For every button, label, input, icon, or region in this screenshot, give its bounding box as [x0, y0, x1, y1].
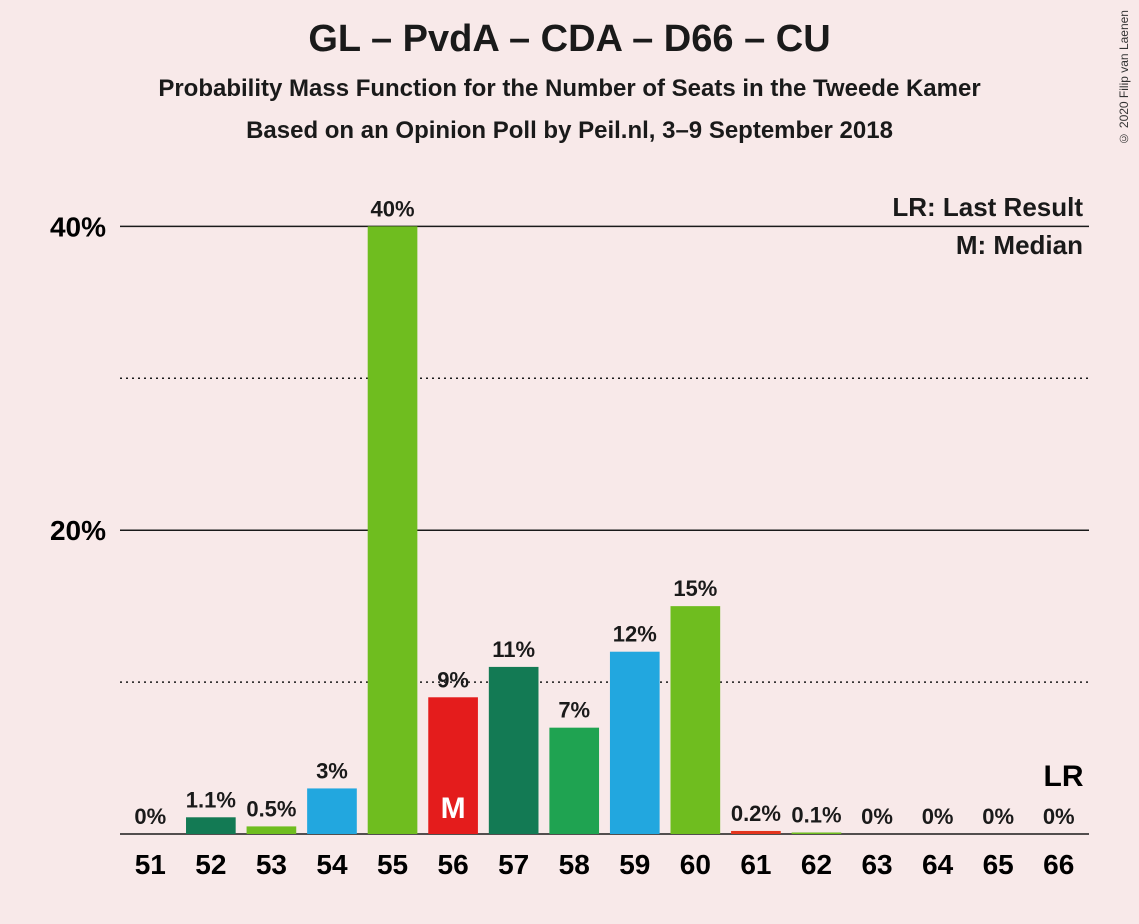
bar [549, 728, 599, 834]
legend-m: M: Median [956, 230, 1083, 260]
bar-value-label: 0% [134, 804, 166, 829]
bar-value-label: 11% [492, 637, 535, 662]
bar [186, 817, 236, 834]
bar [489, 667, 539, 834]
bar-value-label: 40% [371, 196, 415, 221]
bar-value-label: 15% [673, 576, 717, 601]
bar-value-label: 0% [982, 804, 1014, 829]
x-tick-label: 51 [135, 849, 166, 880]
y-tick-label: 40% [50, 211, 106, 242]
bar [731, 831, 781, 834]
x-tick-label: 62 [801, 849, 832, 880]
bar [307, 788, 357, 834]
x-tick-label: 56 [438, 849, 469, 880]
bar [792, 832, 842, 834]
x-tick-label: 60 [680, 849, 711, 880]
x-tick-label: 66 [1043, 849, 1074, 880]
bar [368, 226, 418, 834]
y-tick-label: 20% [50, 515, 106, 546]
last-result-marker: LR [1044, 760, 1084, 793]
x-tick-label: 57 [498, 849, 529, 880]
chart-area: 20% 40% LR: Last Result M: Median 0% 51 1.1% 52… [40, 180, 1109, 894]
bar-value-label: 3% [316, 758, 348, 783]
bar-value-label: 0% [1043, 804, 1075, 829]
bar-value-label: 0.2% [731, 801, 781, 826]
bar [610, 652, 660, 834]
x-tick-label: 52 [195, 849, 226, 880]
x-tick-label: 59 [619, 849, 650, 880]
bar-value-label: 9% [437, 667, 469, 692]
bar-chart: 20% 40% LR: Last Result M: Median 0% 51 1.1% 52… [40, 180, 1109, 894]
x-tick-label: 58 [559, 849, 590, 880]
bar-value-label: 0.1% [791, 802, 841, 827]
bar-value-label: 7% [558, 698, 590, 723]
bar [671, 606, 721, 834]
copyright-text: © 2020 Filip van Laenen [1117, 10, 1131, 145]
bar-value-label: 0% [922, 804, 954, 829]
x-tick-label: 53 [256, 849, 287, 880]
x-tick-label: 54 [316, 849, 348, 880]
median-marker: M [441, 792, 466, 825]
x-tick-label: 65 [983, 849, 1014, 880]
chart-title: GL – PvdA – CDA – D66 – CU [0, 0, 1139, 61]
bar-value-label: 1.1% [186, 787, 236, 812]
bar-value-label: 0% [861, 804, 893, 829]
bar-value-label: 0.5% [246, 796, 296, 821]
x-tick-label: 63 [861, 849, 892, 880]
x-tick-label: 55 [377, 849, 408, 880]
chart-subtitle-2: Based on an Opinion Poll by Peil.nl, 3–9… [0, 103, 1139, 145]
chart-subtitle-1: Probability Mass Function for the Number… [0, 61, 1139, 103]
legend-lr: LR: Last Result [892, 192, 1083, 222]
bar-value-label: 12% [613, 622, 657, 647]
bar [247, 826, 297, 834]
x-tick-label: 64 [922, 849, 954, 880]
x-tick-label: 61 [740, 849, 771, 880]
